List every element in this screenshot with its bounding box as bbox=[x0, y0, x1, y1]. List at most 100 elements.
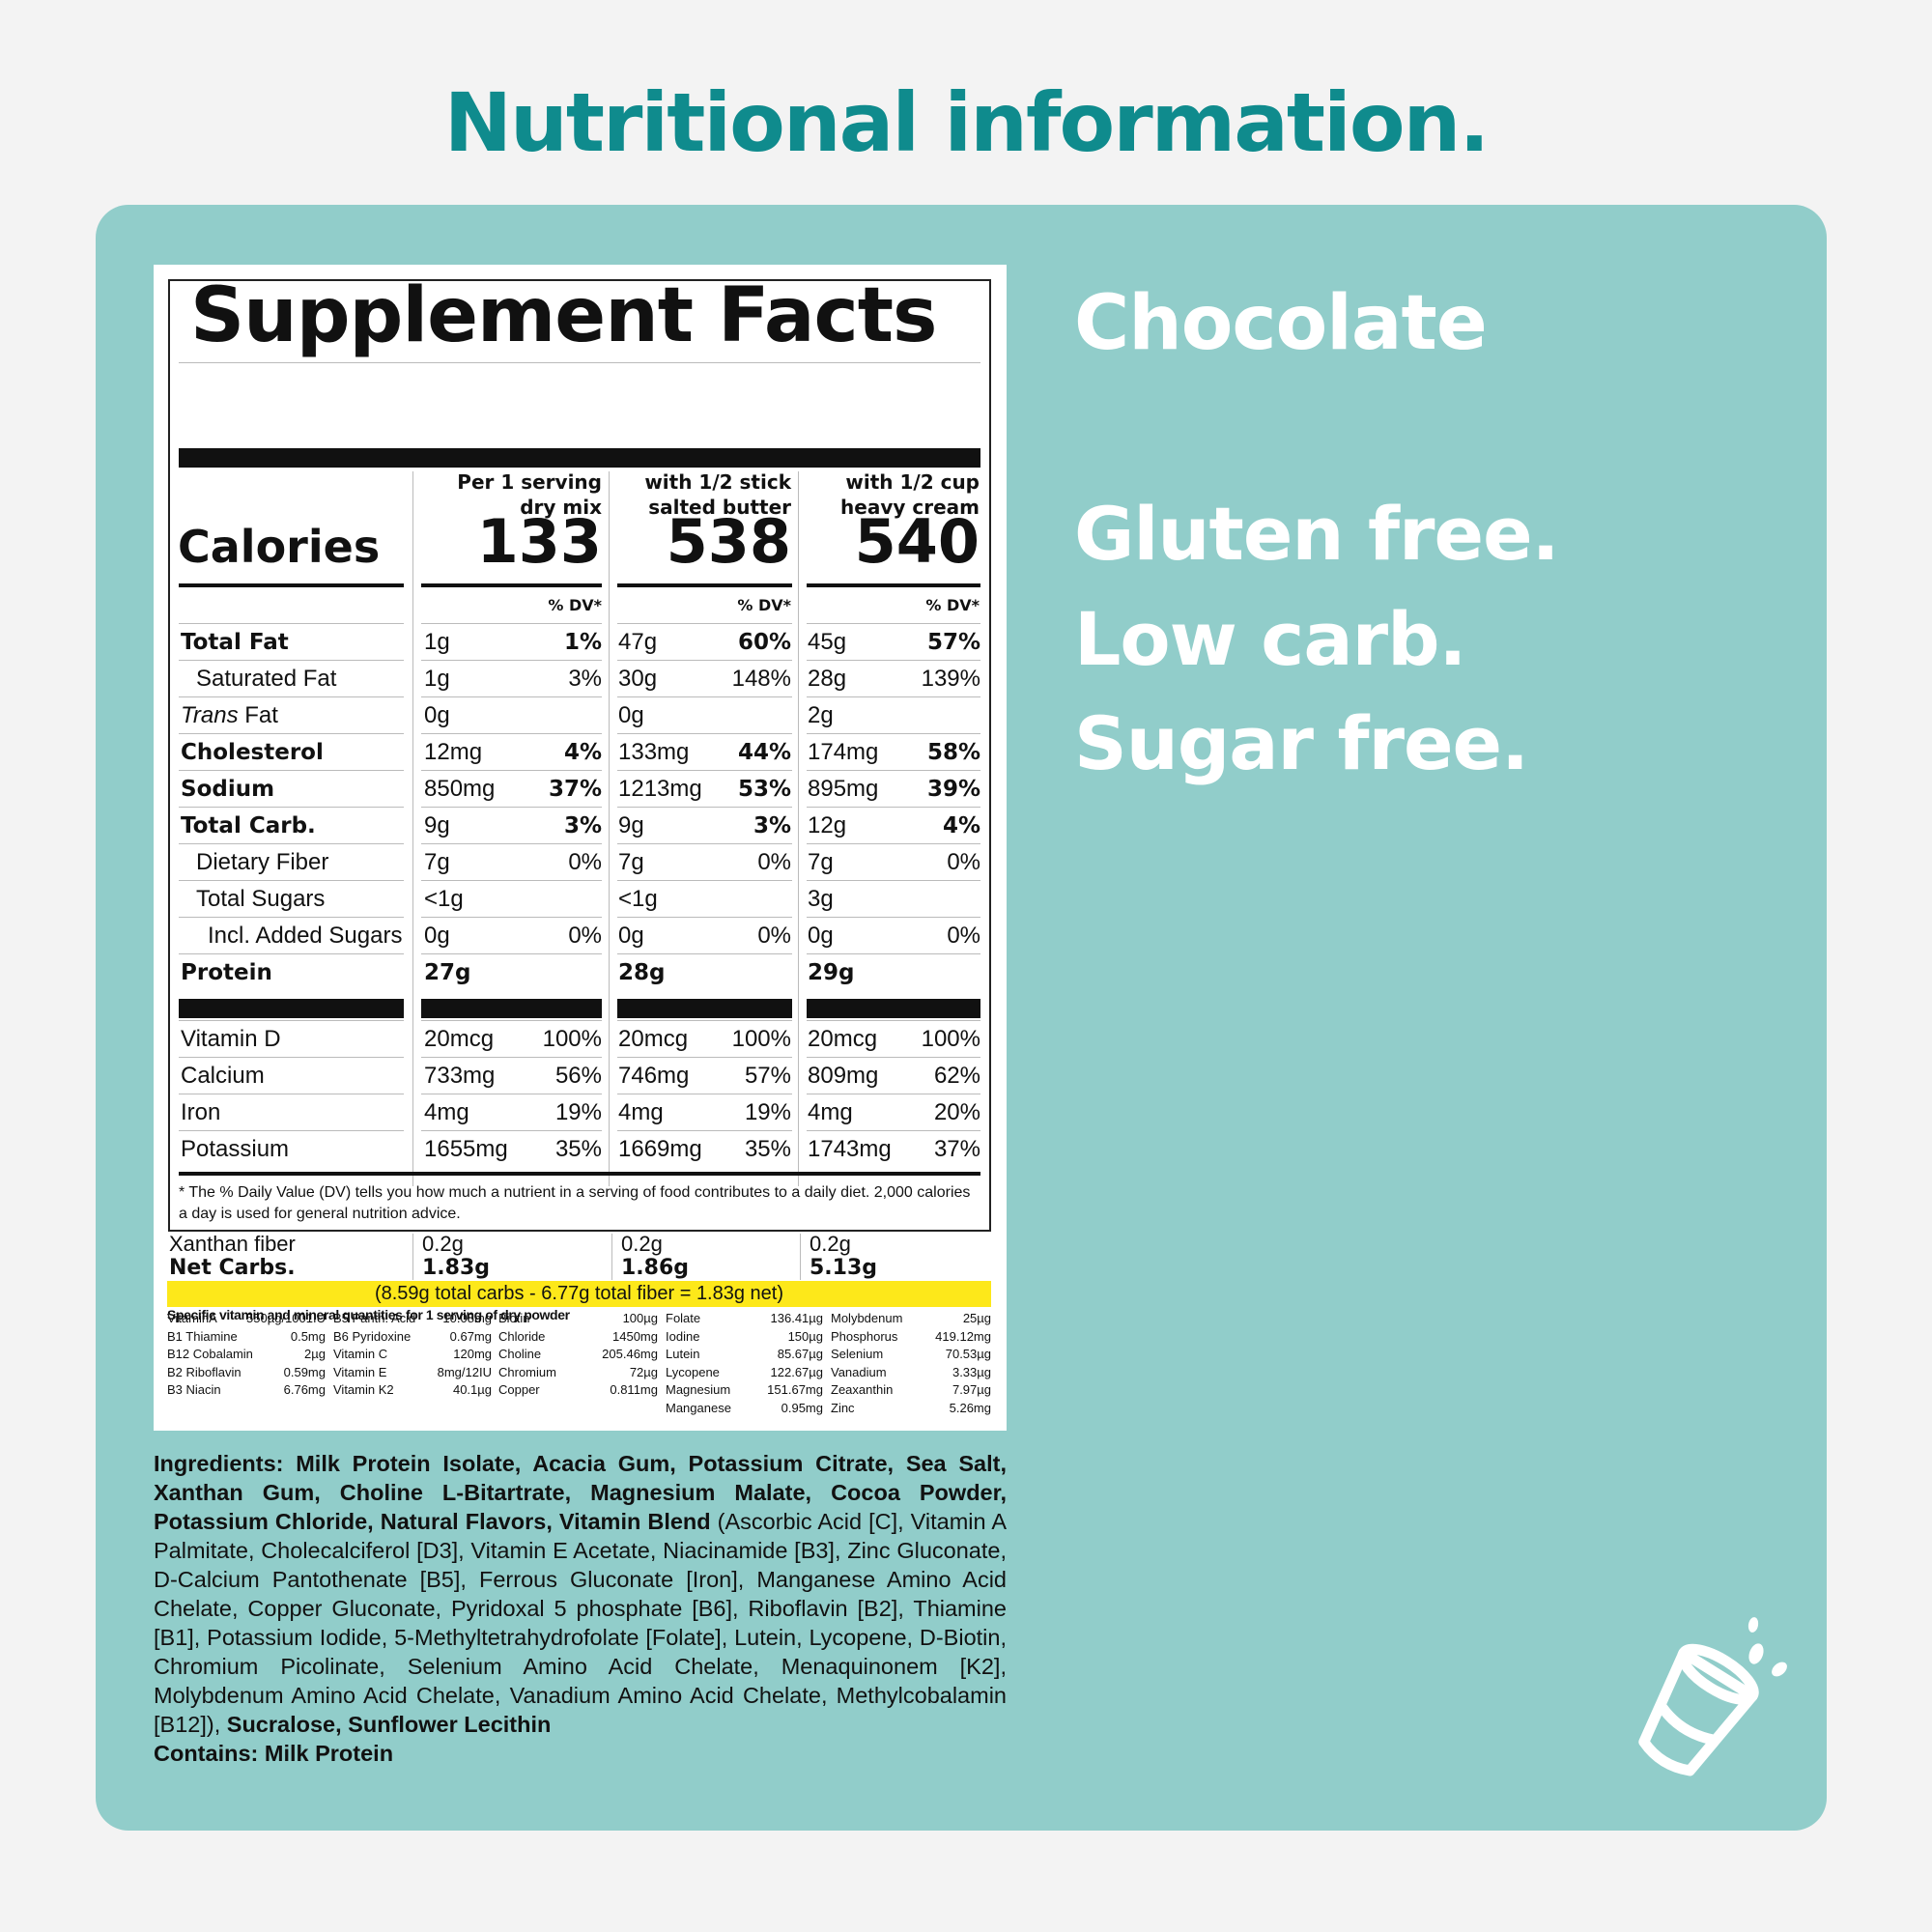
nutrient-amount: 809mg bbox=[808, 1063, 879, 1089]
micronutrient-value: 122.67µg bbox=[770, 1364, 823, 1379]
nutrient-amount: 9g bbox=[618, 812, 644, 838]
micronutrient-row: Molybdenum 25µg bbox=[831, 1310, 991, 1328]
vitamins-row: Iron 4mg 19% 4mg 19% 4mg 20% bbox=[154, 1094, 1007, 1131]
micronutrient-name: Vitamin C bbox=[333, 1347, 388, 1361]
nutrient-amount: 1213mg bbox=[618, 776, 702, 802]
vitamin-bar-2 bbox=[617, 999, 792, 1018]
nutrient-dv: 1% bbox=[563, 630, 602, 655]
row-rule bbox=[807, 660, 980, 661]
micronutrient-value: 72µg bbox=[629, 1364, 658, 1379]
col-header-dry: Per 1 serving dry mix bbox=[457, 470, 602, 519]
micronutrient-value: 151.67mg bbox=[767, 1382, 823, 1397]
nutrient-name: Total Fat bbox=[181, 630, 289, 655]
micronutrient-name: Phosphorus bbox=[831, 1328, 898, 1344]
nutrient-amount: 0g bbox=[808, 923, 834, 949]
row-rule bbox=[807, 696, 980, 697]
nutrients-row: Total Carb. 9g 3% 9g 3% 12g 4% bbox=[154, 808, 1007, 844]
micronutrient-row: Choline 205.46mg bbox=[498, 1346, 658, 1364]
row-rule bbox=[179, 1130, 404, 1131]
micronutrient-name: Chloride bbox=[498, 1328, 546, 1344]
micronutrient-value: 205.46mg bbox=[602, 1347, 658, 1361]
micronutrient-row: B1 Thiamine 0.5mg bbox=[167, 1328, 326, 1347]
row-rule bbox=[807, 1020, 980, 1021]
micronutrient-name: B5 Panth. Acid bbox=[333, 1311, 416, 1325]
row-rule bbox=[807, 1057, 980, 1058]
row-rule bbox=[807, 733, 980, 734]
nutrient-dv: 44% bbox=[737, 740, 791, 765]
nutrient-name: Potassium bbox=[181, 1136, 290, 1162]
micronutrient-name: B1 Thiamine bbox=[167, 1328, 238, 1344]
micronutrient-value: 0.95mg bbox=[781, 1400, 823, 1415]
nutrient-name: Saturated Fat bbox=[196, 666, 337, 692]
nc-divider-3 bbox=[800, 1234, 801, 1280]
nutrient-name: Trans Fat bbox=[181, 697, 278, 734]
nutrient-amount: 1743mg bbox=[808, 1136, 892, 1162]
footnote-rule bbox=[179, 1172, 980, 1176]
micronutrient-value: 2µg bbox=[304, 1347, 326, 1361]
micronutrient-row: Zeaxanthin 7.97µg bbox=[831, 1381, 991, 1400]
net-carbs-cream: 5.13g bbox=[810, 1256, 878, 1280]
micronutrient-row: Folate 136.41µg bbox=[666, 1310, 823, 1328]
col-divider-3 bbox=[798, 471, 799, 1186]
calories-label: Calories bbox=[178, 521, 381, 573]
col-divider-2 bbox=[609, 471, 610, 1186]
nutrient-amount: 3g bbox=[808, 886, 834, 912]
nutrient-amount: 0g bbox=[424, 923, 450, 949]
dv-footnote: * The % Daily Value (DV) tells you how m… bbox=[179, 1184, 971, 1222]
micronutrient-value: 5.26mg bbox=[949, 1400, 991, 1415]
nutrient-dv: 62% bbox=[933, 1063, 980, 1089]
title-rule bbox=[179, 362, 980, 363]
dv-header-cream: % DV* bbox=[925, 596, 980, 614]
nutrients-row: Cholesterol 12mg 4% 133mg 44% 174mg 58% bbox=[154, 734, 1007, 771]
micronutrient-row: B3 Niacin 6.76mg bbox=[167, 1381, 326, 1400]
row-rule bbox=[421, 843, 602, 844]
micronutrient-value: 6.76mg bbox=[283, 1382, 326, 1397]
nutrient-amount: 733mg bbox=[424, 1063, 496, 1089]
row-rule bbox=[617, 770, 792, 771]
micronutrient-row: B2 Riboflavin 0.59mg bbox=[167, 1364, 326, 1382]
ingredients-vitamin-blend: (Ascorbic Acid [C], Vitamin A Palmitate,… bbox=[154, 1509, 1007, 1737]
net-carbs-calculation: (8.59g total carbs - 6.77g total fiber =… bbox=[167, 1281, 991, 1307]
nutrient-dv: 0% bbox=[568, 923, 602, 949]
row-rule bbox=[617, 1020, 792, 1021]
row-rule bbox=[421, 917, 602, 918]
micronutrient-row: Vitamin K2 40.1µg bbox=[333, 1381, 492, 1400]
calories-cream: 540 bbox=[854, 506, 980, 577]
micronutrient-value: 8mg/12IU bbox=[437, 1364, 492, 1379]
micronutrient-name: Lutein bbox=[666, 1347, 700, 1361]
nutrient-dv: 139% bbox=[921, 666, 980, 692]
ingredients-main: Ingredients: Milk Protein Isolate, Acaci… bbox=[154, 1451, 1007, 1534]
net-carbs-butter: 1.86g bbox=[621, 1256, 690, 1280]
nutrient-amount: <1g bbox=[618, 886, 658, 912]
nutrient-amount: 4mg bbox=[618, 1099, 664, 1125]
nutrient-amount: 20mcg bbox=[808, 1026, 878, 1052]
nc-divider-1 bbox=[412, 1234, 413, 1280]
row-rule bbox=[421, 1020, 602, 1021]
nutrient-amount: 0g bbox=[618, 702, 644, 728]
col-divider-1 bbox=[412, 471, 413, 1186]
top-thick-bar bbox=[179, 448, 980, 468]
calories-rule-1 bbox=[421, 583, 602, 587]
nutrient-dv: 4% bbox=[563, 740, 602, 765]
nutrient-amount: 9g bbox=[424, 812, 450, 838]
micronutrient-name: Zeaxanthin bbox=[831, 1382, 894, 1397]
micronutrient-value: 419.12mg bbox=[935, 1328, 991, 1344]
vitamins-row: Potassium 1655mg 35% 1669mg 35% 1743mg 37% bbox=[154, 1131, 1007, 1168]
xanthan-label: Xanthan fiber bbox=[169, 1232, 296, 1256]
row-rule bbox=[807, 770, 980, 771]
vitamins-row: Vitamin D 20mcg 100% 20mcg 100% 20mcg 100% bbox=[154, 1021, 1007, 1058]
row-rule bbox=[617, 1057, 792, 1058]
claim-low-carb: Low carb. bbox=[1074, 596, 1466, 682]
nutrient-dv: 19% bbox=[744, 1099, 791, 1125]
nutrients-row: Dietary Fiber 7g 0% 7g 0% 7g 0% bbox=[154, 844, 1007, 881]
row-rule bbox=[179, 953, 404, 954]
nutrient-amount: 0g bbox=[618, 923, 644, 949]
nutrient-amount: 1655mg bbox=[424, 1136, 508, 1162]
dv-header-butter: % DV* bbox=[737, 596, 791, 614]
nutrient-dv: 39% bbox=[926, 777, 980, 802]
micronutrient-value: 120mg bbox=[453, 1347, 492, 1361]
nutrient-dv: 20% bbox=[933, 1099, 980, 1125]
micronutrient-row: Lycopene 122.67µg bbox=[666, 1364, 823, 1382]
nutrient-amount: 45g bbox=[808, 629, 847, 655]
vitamin-bar-0 bbox=[179, 999, 404, 1018]
